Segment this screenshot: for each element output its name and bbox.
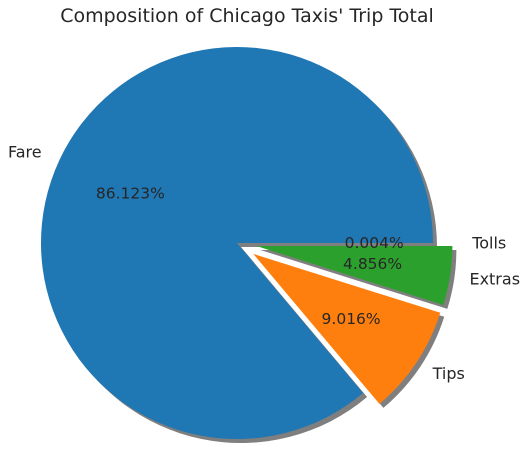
chart-title: Composition of Chicago Taxis' Trip Total	[60, 5, 434, 27]
percent-labels: 86.123% 9.016% 4.856% 0.004%	[96, 184, 404, 328]
slice-label-fare: Fare	[8, 142, 42, 161]
slice-labels: Fare Tips Extras Tolls	[8, 142, 520, 383]
percent-label-tips: 9.016%	[322, 310, 381, 328]
slice-label-tips: Tips	[432, 364, 465, 383]
pie-slice-fare	[40, 47, 433, 439]
percent-label-tolls: 0.004%	[345, 234, 404, 252]
pie-slice-extras	[256, 245, 453, 305]
percent-label-fare: 86.123%	[96, 184, 165, 202]
pie-slices	[40, 47, 453, 439]
pie-slice-tips	[253, 253, 441, 404]
slice-label-tolls: Tolls	[471, 234, 506, 253]
percent-label-extras: 4.856%	[343, 255, 402, 273]
slice-label-extras: Extras	[469, 269, 520, 288]
